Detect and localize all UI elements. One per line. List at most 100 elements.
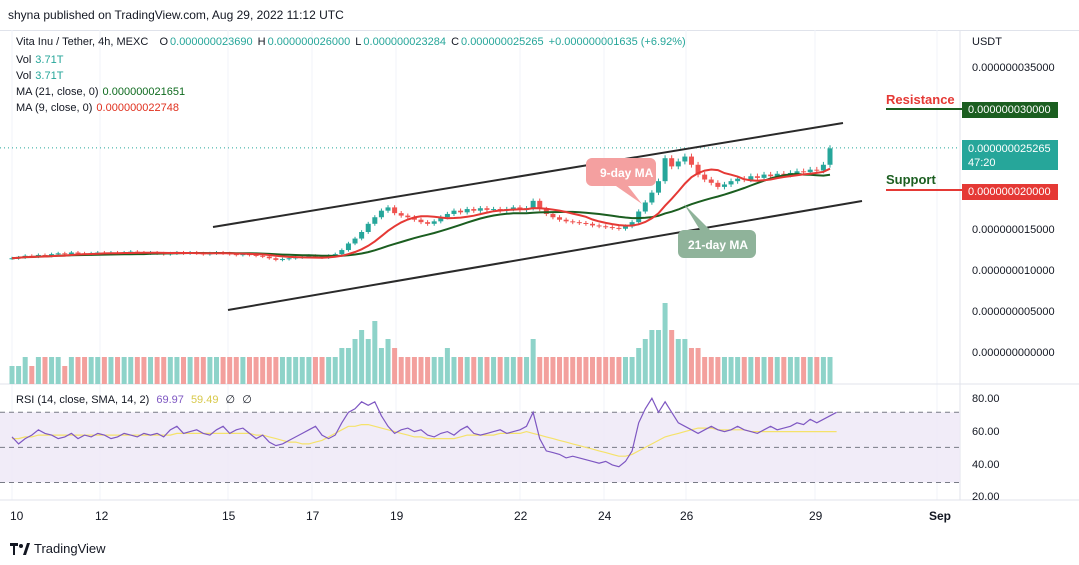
volume-bar (148, 357, 154, 384)
volume-bar (339, 348, 345, 384)
volume-bar (418, 357, 424, 384)
volume-bar (161, 357, 167, 384)
candle-body (266, 256, 272, 259)
volume-bar (477, 357, 483, 384)
rsi-tick-40: 40.00 (972, 459, 1000, 471)
volume-bar (75, 357, 81, 384)
moving-averages (0, 147, 960, 260)
tradingview-brand[interactable]: TradingView (10, 541, 106, 556)
candle-body (438, 217, 444, 222)
volume-bar (583, 357, 589, 384)
open-value: 0.000000023690 (170, 36, 253, 48)
candle-body (392, 207, 398, 214)
volume-bar (774, 357, 780, 384)
time-tick-15: 15 (222, 509, 236, 523)
candle-body (365, 223, 371, 232)
candle-body (411, 217, 417, 220)
volume-bar (332, 357, 338, 384)
candle-body (807, 169, 813, 173)
volume-bar (688, 348, 694, 384)
volume-bar (233, 357, 239, 384)
candle-body (590, 223, 596, 226)
volume-bar (62, 366, 68, 384)
volume-bar (187, 357, 193, 384)
rsi-tick-60: 60.00 (972, 426, 1000, 438)
candle-body (359, 232, 365, 239)
candle-body (557, 217, 563, 220)
candle-body (702, 174, 708, 180)
support-price-tag: 0.000000020000 (962, 184, 1058, 200)
volume-bar (392, 348, 398, 384)
volume-bar (101, 357, 107, 384)
change-value: +0.000000001635 (+6.92%) (548, 36, 686, 48)
tradingview-logo-icon (10, 542, 30, 555)
volume-bar (530, 339, 536, 384)
currency-label: USDT (972, 36, 1002, 48)
volume-bar (807, 357, 813, 384)
candle-body (9, 258, 15, 260)
volume-bar (458, 357, 464, 384)
volume-bar (352, 339, 358, 384)
candle-body (385, 207, 391, 211)
volume-bar (570, 357, 576, 384)
volume-bar (378, 348, 384, 384)
legend-ma21: MA (21, close, 0) 0.000000021651 (16, 86, 186, 98)
candle-body (662, 158, 668, 182)
volume-bar (491, 357, 497, 384)
volume-bar (16, 366, 22, 384)
volume-bar (240, 357, 246, 384)
volume-bar (194, 357, 200, 384)
volume-bar (649, 330, 655, 384)
candle-body (378, 210, 384, 218)
bar-countdown: 47:20 (968, 157, 996, 169)
candle-body (418, 219, 424, 223)
volume-bar (108, 357, 114, 384)
close-value: 0.000000025265 (461, 36, 544, 48)
published-line: shyna published on TradingView.com, Aug … (8, 8, 344, 22)
top-separator (0, 30, 1079, 31)
volume-bar (504, 357, 510, 384)
volume-bar (787, 357, 793, 384)
candle-body (603, 226, 609, 228)
candle-body (570, 221, 576, 223)
candle-body (721, 184, 727, 187)
candle-body (444, 213, 450, 218)
volume-bars (9, 303, 833, 384)
candle-body (754, 176, 760, 178)
ma21-callout-text: 21-day MA (688, 238, 748, 252)
volume-bar (82, 357, 88, 384)
volume-bar (253, 357, 259, 384)
volume-bar (9, 366, 15, 384)
symbol-name: Vita Inu / Tether, 4h, MEXC (16, 36, 149, 48)
candle-body (279, 259, 285, 261)
time-tick-12: 12 (95, 509, 109, 523)
volume-bar (220, 357, 226, 384)
volume-bar (735, 357, 741, 384)
candle-body (801, 171, 807, 173)
volume-bar (214, 357, 219, 384)
volume-bar (550, 357, 556, 384)
volume-bar (306, 357, 312, 384)
volume-bar (768, 357, 774, 384)
candle-body (768, 174, 774, 177)
time-tick-19: 19 (390, 509, 404, 523)
low-value: 0.000000023284 (363, 36, 446, 48)
legend-rsi: RSI (14, close, SMA, 14, 2) 69.97 59.49 … (16, 394, 252, 406)
volume-bar (293, 357, 299, 384)
candle-body (682, 156, 688, 162)
volume-bar (266, 357, 272, 384)
volume-bar (68, 357, 74, 384)
candle-body (781, 173, 787, 175)
candle-body (649, 192, 655, 203)
volume-bar (246, 357, 252, 384)
volume-bar (438, 357, 444, 384)
candle-body (491, 209, 497, 211)
volume-bar (181, 357, 187, 384)
candle-body (484, 208, 490, 210)
candle-body (273, 258, 279, 260)
candle-body (774, 173, 780, 177)
candle-body (688, 156, 694, 165)
volume-bar (55, 357, 61, 384)
ma9-callout-bubble (586, 158, 656, 204)
